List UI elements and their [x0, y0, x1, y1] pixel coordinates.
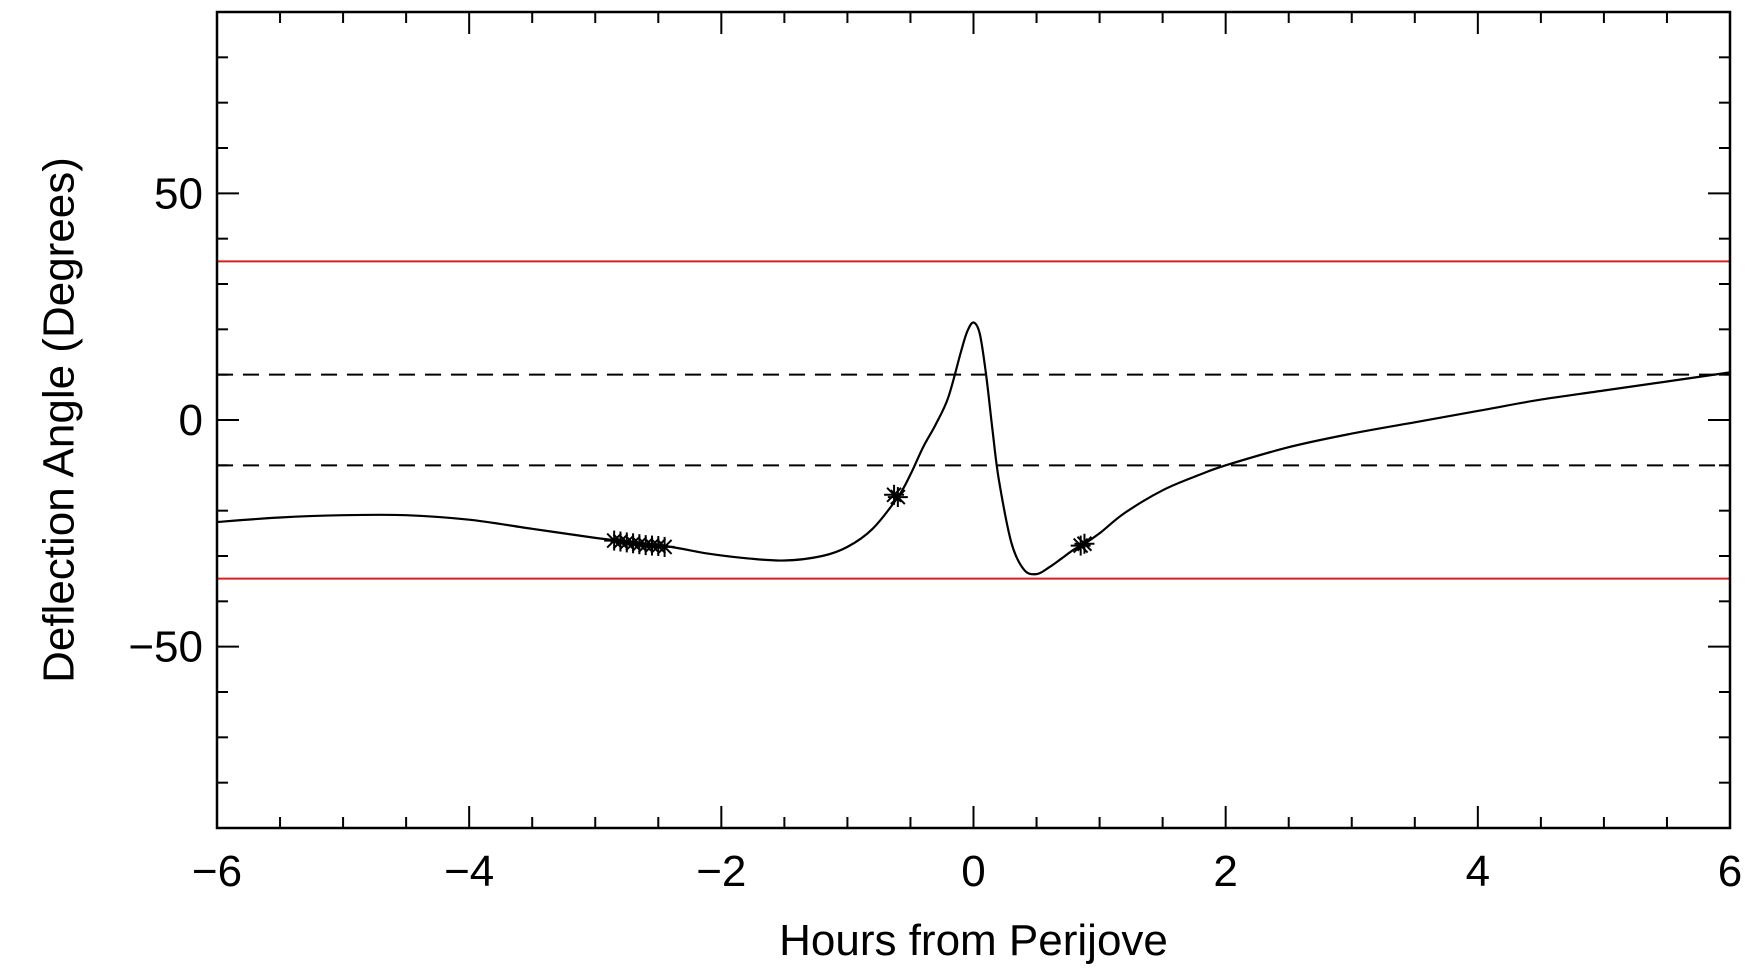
marker-point-1-1 — [887, 487, 908, 508]
x-tick-labels: −6 −4 −2 0 2 4 6 — [192, 847, 1742, 896]
x-tick-label: 6 — [1718, 847, 1742, 896]
asterisk-markers — [604, 484, 1095, 557]
y-tick-labels: −50 0 50 — [128, 169, 203, 671]
marker-point-2-1 — [1074, 533, 1095, 554]
marker-point-0-8 — [654, 536, 675, 557]
axis-ticks — [216, 11, 1731, 829]
plot-frame — [215, 10, 1732, 830]
series-line-0 — [216, 321, 1731, 576]
y-tick-label: 50 — [154, 169, 203, 218]
x-tick-label: −4 — [444, 847, 494, 896]
series-lines — [216, 321, 1731, 576]
x-tick-label: 4 — [1466, 847, 1490, 896]
y-tick-label: 0 — [179, 396, 203, 445]
reference-lines — [217, 260, 1730, 580]
y-axis-title: Deflection Angle (Degrees) — [35, 157, 84, 683]
marker-stroke — [1076, 536, 1093, 552]
x-axis-title: Hours from Perijove — [779, 916, 1168, 965]
x-tick-label: 2 — [1213, 847, 1237, 896]
marker-stroke — [656, 539, 673, 555]
y-tick-label: −50 — [128, 623, 203, 672]
marker-stroke — [890, 489, 906, 505]
x-tick-label: 0 — [961, 847, 985, 896]
x-tick-label: −6 — [192, 847, 242, 896]
x-tick-label: −2 — [696, 847, 746, 896]
